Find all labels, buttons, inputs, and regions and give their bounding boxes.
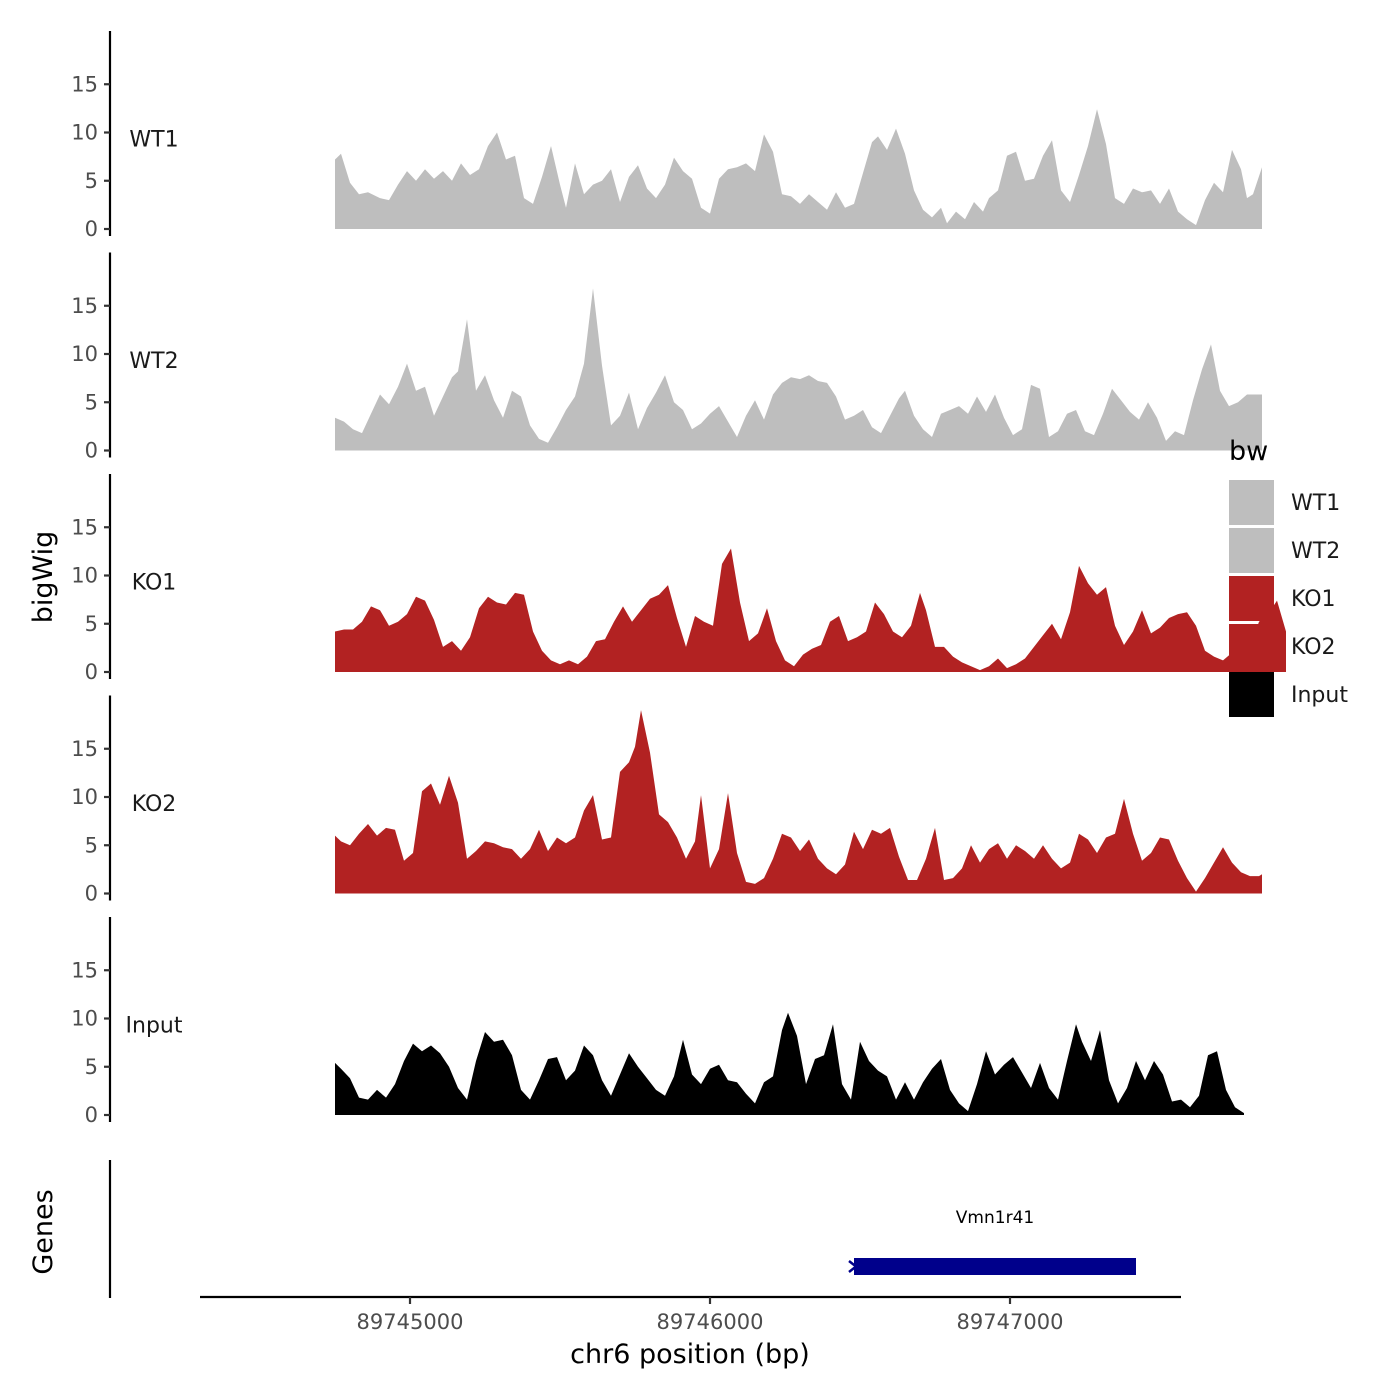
legend-label: WT2: [1291, 539, 1340, 564]
x-axis-title: chr6 position (bp): [570, 1339, 810, 1370]
y-tick-label: 5: [85, 390, 98, 414]
gene-label: Vmn1r41: [956, 1208, 1034, 1228]
y-tick-label: 10: [71, 342, 98, 366]
x-axis: 89745000 89746000 89747000: [200, 1295, 1181, 1334]
track-label: KO2: [132, 792, 177, 817]
coverage-area-WT1: [335, 109, 1262, 229]
y-tick-label: 0: [85, 439, 98, 463]
bigwig-tracks: 0 5 10 15 WT1 0 5 10 15 WT2 0 5 10 15 KO1 0 5 10 15 KO2 0 5 10…: [71, 31, 1286, 1127]
track-WT2: 0 5 10 15 WT2: [71, 252, 1262, 463]
coverage-area-KO2: [335, 710, 1262, 894]
track-label: KO1: [132, 571, 177, 596]
y-tick-label: 10: [71, 785, 98, 809]
y-tick-label: 5: [85, 833, 98, 857]
track-label: Input: [126, 1014, 183, 1039]
legend-label: KO1: [1291, 587, 1336, 612]
y-tick-label: 0: [85, 217, 98, 241]
y-tick-label: 15: [71, 958, 98, 982]
x-tick-label: 89747000: [957, 1310, 1064, 1334]
track-label: WT1: [129, 128, 178, 153]
y-axis-title: bigWig: [28, 531, 59, 624]
track-KO2: 0 5 10 15 KO2: [71, 695, 1262, 906]
y-tick-label: 15: [71, 515, 98, 539]
x-tick-label: 89745000: [357, 1310, 464, 1334]
legend: bw WT1 WT2 KO1 KO2 Input: [1229, 436, 1348, 717]
coverage-area-WT2: [335, 288, 1262, 451]
legend-swatch-KO1: [1229, 576, 1274, 621]
y-tick-label: 15: [71, 294, 98, 318]
coverage-area-KO1: [335, 548, 1286, 672]
genes-panel-title: Genes: [28, 1189, 59, 1274]
legend-swatch-KO2: [1229, 624, 1274, 669]
legend-label: Input: [1291, 683, 1348, 708]
y-tick-label: 5: [85, 1055, 98, 1079]
y-tick-label: 5: [85, 169, 98, 193]
y-tick-label: 5: [85, 612, 98, 636]
y-tick-label: 10: [71, 1007, 98, 1031]
y-tick-label: 0: [85, 882, 98, 906]
y-tick-label: 0: [85, 1103, 98, 1127]
legend-label: KO2: [1291, 635, 1336, 660]
legend-swatch-Input: [1229, 672, 1274, 717]
y-tick-label: 15: [71, 737, 98, 761]
y-tick-label: 0: [85, 660, 98, 684]
x-tick-label: 89746000: [657, 1310, 764, 1334]
y-tick-label: 10: [71, 564, 98, 588]
gene-strand-arrow: [848, 1260, 859, 1273]
gene-body: [854, 1258, 1136, 1275]
y-tick-label: 10: [71, 121, 98, 145]
legend-title: bw: [1229, 436, 1268, 467]
track-label: WT2: [129, 349, 178, 374]
legend-swatch-WT1: [1229, 480, 1274, 525]
track-KO1: 0 5 10 15 KO1: [71, 474, 1286, 684]
y-tick-label: 15: [71, 72, 98, 96]
legend-swatch-WT2: [1229, 528, 1274, 573]
track-WT1: 0 5 10 15 WT1: [71, 31, 1262, 241]
genes-panel: Vmn1r41: [108, 1160, 1136, 1298]
track-Input: 0 5 10 15 Input: [71, 917, 1244, 1127]
legend-label: WT1: [1291, 491, 1340, 516]
coverage-area-Input: [335, 1012, 1244, 1115]
